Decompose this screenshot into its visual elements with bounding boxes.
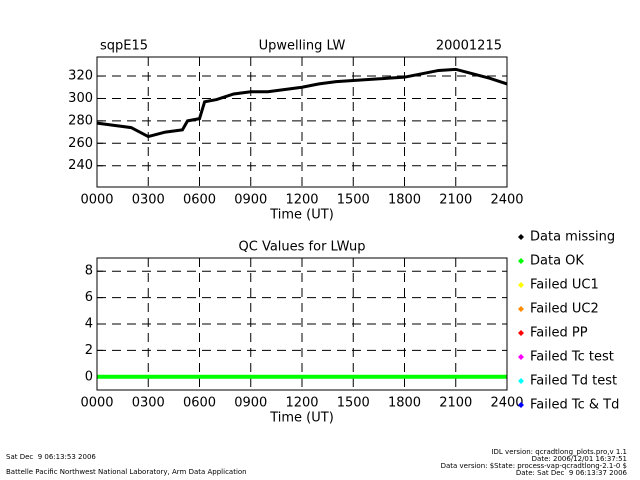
- plot-frame: [96, 56, 508, 188]
- y-tick-label: 8: [85, 264, 93, 279]
- footer-text: IDL version: qcradtlong_plots.pro,v 1.1: [491, 448, 627, 456]
- x-tick-label: 0300: [132, 193, 165, 208]
- footer-text: Date: 2006/12/01 16:37:51: [532, 455, 627, 463]
- y-tick-label: 6: [85, 290, 93, 305]
- legend-marker: [518, 258, 524, 264]
- footer-text: Battelle Pacific Northwest National Labo…: [6, 468, 247, 476]
- x-tick-label: 1500: [337, 193, 370, 208]
- x-tick-label: 1800: [388, 193, 421, 208]
- footer-text: Sat Dec 9 06:13:53 2006: [6, 453, 96, 461]
- chart-title: Upwelling LW: [259, 39, 346, 54]
- x-tick-label: 2100: [439, 396, 472, 411]
- x-tick-label: 0900: [234, 193, 267, 208]
- legend-label: Failed PP: [530, 326, 588, 341]
- y-tick-label: 4: [85, 317, 93, 332]
- x-tick-label: 0900: [234, 396, 267, 411]
- footer-text: Data version: $State: process-vap-qcradt…: [441, 462, 627, 470]
- x-tick-label: 0600: [183, 396, 216, 411]
- legend-marker: [518, 354, 524, 360]
- plot-frame: [96, 257, 508, 391]
- x-tick-label: 0000: [80, 193, 113, 208]
- y-tick-label: 320: [68, 69, 93, 84]
- legend-label: Failed UC1: [530, 278, 599, 293]
- legend-label: Failed UC2: [530, 302, 599, 317]
- legend-marker: [518, 330, 524, 336]
- y-tick-label: 300: [68, 91, 93, 106]
- legend-marker: [518, 306, 524, 312]
- legend-marker: [518, 282, 524, 288]
- legend-marker: [518, 234, 524, 240]
- y-tick-label: 240: [68, 158, 93, 173]
- legend-marker: [518, 402, 524, 408]
- x-tick-label: 0600: [183, 193, 216, 208]
- x-tick-label: 1800: [388, 396, 421, 411]
- x-tick-label: 1200: [285, 193, 318, 208]
- x-axis-label: Time (UT): [269, 411, 334, 426]
- y-tick-label: 260: [68, 136, 93, 151]
- legend-label: Data OK: [530, 254, 584, 269]
- y-tick-label: 0: [85, 369, 93, 384]
- footer-text: Date: Sat Dec 9 06:13:37 2006: [516, 469, 628, 477]
- y-tick-label: 280: [68, 113, 93, 128]
- data-line: [96, 67, 508, 139]
- legend-label: Data missing: [530, 230, 615, 245]
- x-tick-label: 2400: [490, 396, 523, 411]
- legend-label: Failed Tc & Td: [530, 398, 619, 413]
- legend-label: Failed Tc test: [530, 350, 614, 365]
- legend-label: Failed Td test: [530, 374, 617, 389]
- site: sqpE15: [100, 39, 148, 54]
- y-tick-label: 2: [85, 343, 93, 358]
- x-tick-label: 1200: [285, 396, 318, 411]
- x-tick-label: 2400: [490, 193, 523, 208]
- x-tick-label: 1500: [337, 396, 370, 411]
- x-tick-label: 0000: [80, 396, 113, 411]
- x-tick-label: 0300: [132, 396, 165, 411]
- chart-title: QC Values for LWup: [239, 240, 366, 255]
- legend-marker: [518, 378, 524, 384]
- x-axis-label: Time (UT): [269, 208, 334, 223]
- date: 20001215: [436, 39, 502, 54]
- x-tick-label: 2100: [439, 193, 472, 208]
